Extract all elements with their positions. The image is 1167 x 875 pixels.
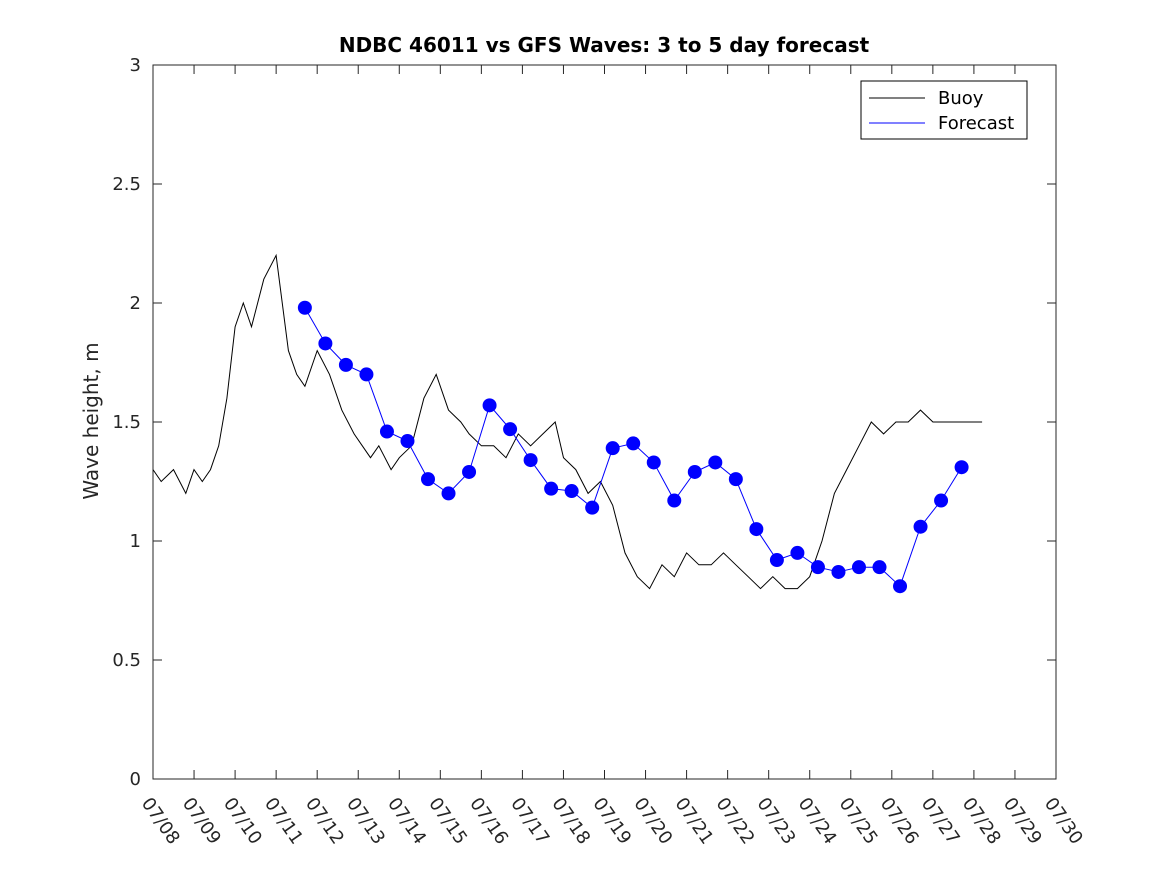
chart-title: NDBC 46011 vs GFS Waves: 3 to 5 day fore… [339, 33, 870, 57]
forecast-point [831, 564, 846, 579]
legend: Buoy Forecast [860, 80, 1028, 140]
forecast-point [954, 460, 969, 475]
legend-buoy-label: Buoy [938, 88, 984, 109]
y-axis-label: Wave height, m [79, 342, 103, 499]
forecast-point [421, 472, 436, 487]
forecast-point [872, 560, 887, 575]
y-tick-label: 0 [130, 769, 141, 790]
forecast-point [769, 553, 784, 568]
y-tick-label: 0.5 [112, 650, 141, 671]
forecast-point [749, 522, 764, 537]
forecast-point [503, 422, 518, 437]
forecast-point [523, 453, 538, 468]
forecast-point [810, 560, 825, 575]
forecast-point [400, 434, 415, 449]
forecast-point [564, 484, 579, 499]
forecast-point [318, 336, 333, 351]
forecast-point [585, 500, 600, 515]
y-tick-label: 2 [130, 293, 141, 314]
forecast-point [544, 481, 559, 496]
forecast-point [441, 486, 456, 501]
forecast-point [605, 441, 620, 456]
forecast-point [379, 424, 394, 439]
forecast-point [359, 367, 374, 382]
forecast-point [851, 560, 866, 575]
y-tick-label: 2.5 [112, 174, 141, 195]
forecast-point [482, 398, 497, 413]
buoy-series-line [152, 253, 983, 590]
forecast-point [338, 357, 353, 372]
forecast-point [626, 436, 641, 451]
forecast-point [893, 579, 908, 594]
forecast-point [790, 545, 805, 560]
y-tick-label: 1.5 [112, 412, 141, 433]
forecast-point [728, 472, 743, 487]
y-tick-label: 3 [130, 55, 141, 76]
forecast-point [708, 455, 723, 470]
forecast-point [687, 464, 702, 479]
forecast-point [667, 493, 682, 508]
legend-box [860, 80, 1028, 140]
y-tick-label: 1 [130, 531, 141, 552]
legend-forecast-label: Forecast [938, 113, 1014, 134]
forecast-point [646, 455, 661, 470]
forecast-point [913, 519, 928, 534]
forecast-point [934, 493, 949, 508]
forecast-point [297, 300, 312, 315]
forecast-point [462, 464, 477, 479]
